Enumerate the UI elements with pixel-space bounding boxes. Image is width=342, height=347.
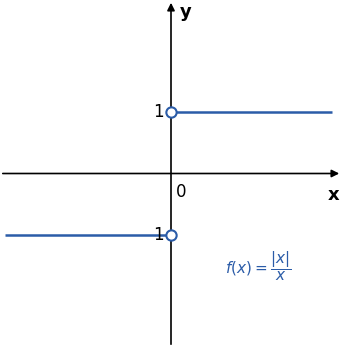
Text: x: x [328, 186, 340, 204]
Text: 1: 1 [153, 227, 164, 245]
Text: $f(x) = \dfrac{|x|}{x}$: $f(x) = \dfrac{|x|}{x}$ [225, 249, 291, 283]
Text: 0: 0 [176, 183, 186, 201]
Point [168, 233, 174, 238]
Text: y: y [180, 3, 192, 21]
Text: 1: 1 [153, 102, 164, 120]
Point [168, 109, 174, 114]
